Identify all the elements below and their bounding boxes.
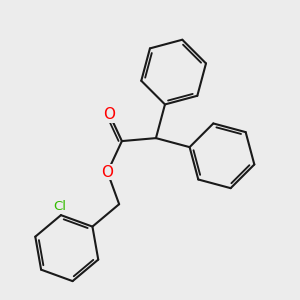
Text: O: O <box>101 165 113 180</box>
Text: Cl: Cl <box>53 200 66 213</box>
Text: O: O <box>103 107 116 122</box>
